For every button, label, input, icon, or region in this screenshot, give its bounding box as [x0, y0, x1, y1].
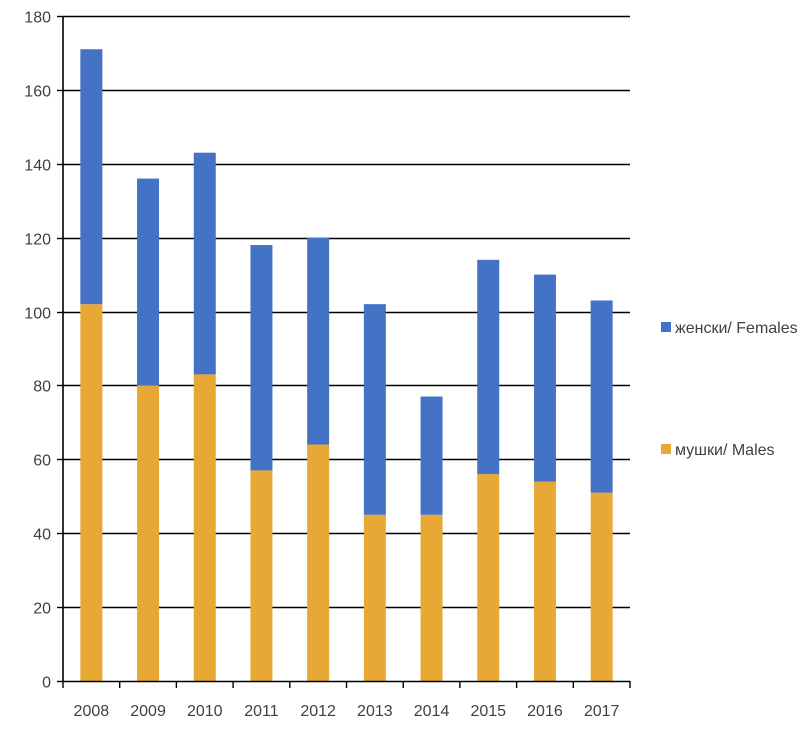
bar-males [363, 514, 386, 681]
y-tick-label: 180 [24, 10, 51, 27]
bar-females [477, 259, 500, 475]
y-tick-label: 40 [33, 527, 51, 544]
legend-item-males: мушки/ Males [661, 440, 775, 462]
legend-swatch-females [661, 322, 671, 332]
bar-females [137, 178, 160, 386]
y-tick-label: 140 [24, 158, 51, 175]
x-tick-label: 2014 [414, 703, 450, 720]
y-tick-label: 120 [24, 232, 51, 249]
y-tick-label: 80 [33, 379, 51, 396]
legend-label-females: женски/ Females [675, 320, 798, 337]
y-tick-labels: 0 20 40 60 80 100 120 140 160 180 [24, 10, 51, 692]
x-tick-label: 2013 [357, 703, 393, 720]
x-tick-labels: 2008 2009 2010 2011 2012 2013 2014 2015 2016 2017 [74, 703, 620, 720]
bar-males [307, 444, 330, 681]
y-tick-label: 0 [42, 675, 51, 692]
bar-females [250, 245, 273, 471]
bar-females [420, 396, 443, 515]
x-tick-label: 2015 [470, 703, 506, 720]
x-tick-label: 2009 [130, 703, 166, 720]
x-tick-label: 2017 [584, 703, 620, 720]
x-tick-label: 2011 [244, 703, 279, 720]
bar-males [137, 385, 160, 681]
y-tick-label: 100 [24, 306, 51, 323]
x-tick-label: 2012 [300, 703, 336, 720]
legend-item-females: женски/ Females [661, 318, 798, 340]
bar-females [590, 300, 613, 493]
bar-males [533, 481, 556, 681]
bar-females [193, 152, 216, 375]
bar-males [193, 374, 216, 681]
y-tick-label: 60 [33, 453, 51, 470]
axes [57, 15, 631, 688]
bar-males [590, 492, 613, 681]
y-tick-label: 20 [33, 601, 51, 618]
bar-females [363, 304, 386, 515]
bar-females [533, 274, 556, 482]
bar-females [80, 49, 103, 305]
bar-males [420, 514, 443, 681]
bar-males [250, 470, 273, 681]
x-tick-label: 2010 [187, 703, 223, 720]
legend-swatch-males [661, 444, 671, 454]
bar-males [477, 474, 500, 681]
x-tick-label: 2016 [527, 703, 563, 720]
bar-males [80, 304, 103, 681]
bar-females [307, 237, 330, 445]
legend-label-males: мушки/ Males [675, 442, 775, 459]
y-tick-label: 160 [24, 84, 51, 101]
bars [80, 49, 613, 681]
x-tick-label: 2008 [74, 703, 110, 720]
